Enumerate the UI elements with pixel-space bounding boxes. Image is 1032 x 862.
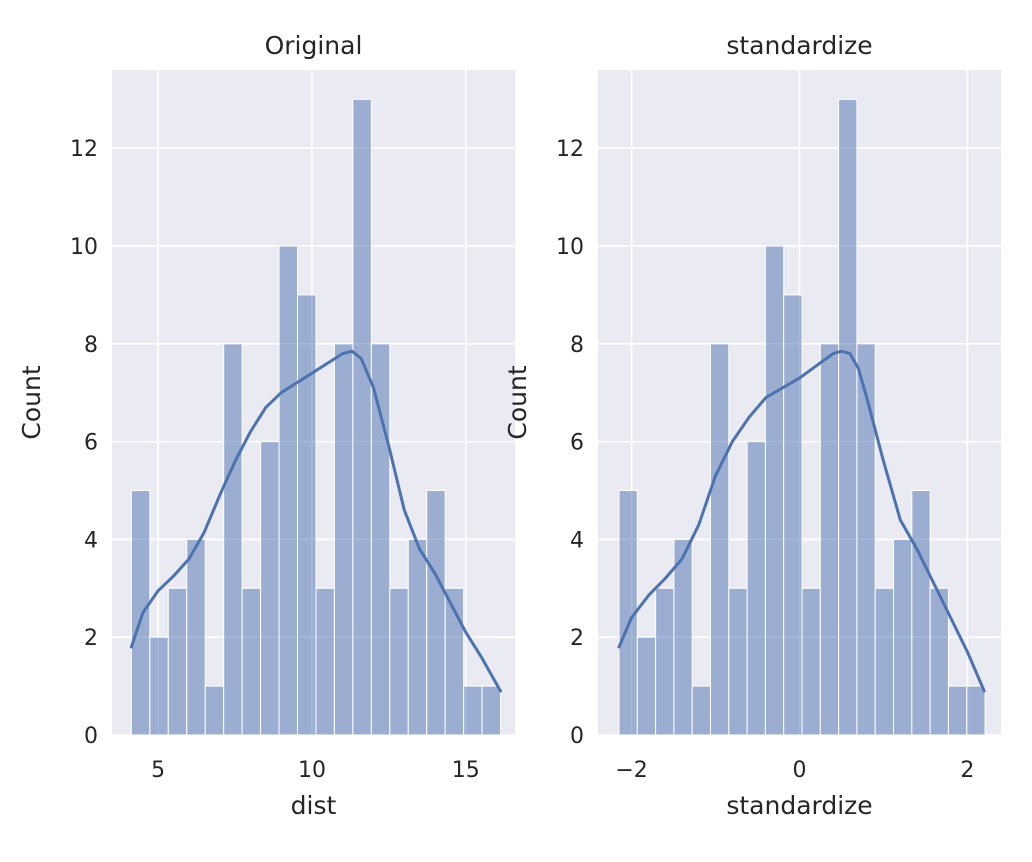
y-axis-label: Count [17, 365, 46, 439]
histogram-bar [241, 587, 262, 736]
histogram-bar [260, 441, 280, 736]
histogram-bar [444, 587, 465, 736]
histogram-bar [710, 343, 730, 736]
histogram-bar [352, 98, 372, 736]
histogram-bar [801, 587, 821, 736]
histogram-bar [746, 441, 766, 736]
x-tick-label: 5 [151, 758, 165, 783]
y-axis-label: Count [503, 365, 532, 439]
y-tick-label: 2 [84, 626, 98, 651]
kde-line [617, 349, 986, 693]
y-tick-label: 10 [556, 235, 584, 260]
y-tick-label: 12 [556, 137, 584, 162]
histogram-bar [130, 490, 151, 736]
kde-line [129, 349, 502, 693]
histogram-bar [333, 343, 354, 736]
histogram-bar [370, 343, 391, 736]
x-tick-label: −2 [615, 758, 647, 783]
x-tick-label: 2 [960, 758, 974, 783]
x-tick-label: 15 [452, 758, 480, 783]
y-tick-label: 0 [84, 724, 98, 749]
histogram-bar [149, 636, 169, 736]
y-tick-label: 8 [84, 333, 98, 358]
histogram-bar [463, 685, 483, 736]
y-tick-label: 4 [84, 528, 98, 553]
histogram-bar [167, 587, 188, 736]
y-tick-label: 4 [570, 528, 584, 553]
y-tick-label: 0 [570, 724, 584, 749]
histogram-bar [315, 587, 335, 736]
x-axis-label: standardize [726, 791, 872, 820]
histogram-bar [966, 685, 986, 736]
histogram-bar [389, 587, 409, 736]
histogram-bar [186, 538, 206, 736]
panel-original: 5 10 15 0 2 4 6 8 10 12 Original dist Count [17, 31, 515, 820]
x-tick-label: 0 [793, 758, 807, 783]
histogram-bar [911, 490, 931, 736]
histogram-bar [838, 98, 858, 736]
panel-standardize: −2 0 2 0 2 4 6 8 10 12 standardize standardize Count [503, 31, 1001, 820]
histogram-bar [947, 685, 968, 736]
histogram-bar [636, 636, 657, 736]
y-tick-label: 6 [570, 431, 584, 456]
histogram-bar [223, 343, 243, 736]
histogram-bar [204, 685, 225, 736]
histogram-bar [691, 685, 712, 736]
chart-title: standardize [726, 31, 872, 60]
histogram-bar [728, 587, 748, 736]
y-tick-label: 2 [570, 626, 584, 651]
histogram-bar [481, 685, 502, 736]
y-tick-label: 12 [70, 137, 98, 162]
histogram-bar [407, 538, 428, 736]
x-axis-label: dist [291, 791, 337, 820]
y-tick-label: 8 [570, 333, 584, 358]
histogram-bar [856, 343, 876, 736]
histogram-bar [618, 490, 638, 736]
y-tick-label: 6 [84, 431, 98, 456]
histogram-bar [893, 538, 913, 736]
histogram-bar [874, 587, 895, 736]
histogram-bar [929, 587, 949, 736]
histogram-bar [783, 294, 803, 736]
x-tick-label: 10 [298, 758, 326, 783]
histogram-bar [764, 245, 785, 736]
histogram-bar [426, 490, 446, 736]
histogram-bar [655, 587, 675, 736]
histogram-bar [673, 538, 693, 736]
y-tick-label: 10 [70, 235, 98, 260]
chart-title: Original [265, 31, 363, 60]
histogram-bar [278, 245, 299, 736]
histogram-bar [819, 343, 840, 736]
histogram-bar [297, 294, 317, 736]
